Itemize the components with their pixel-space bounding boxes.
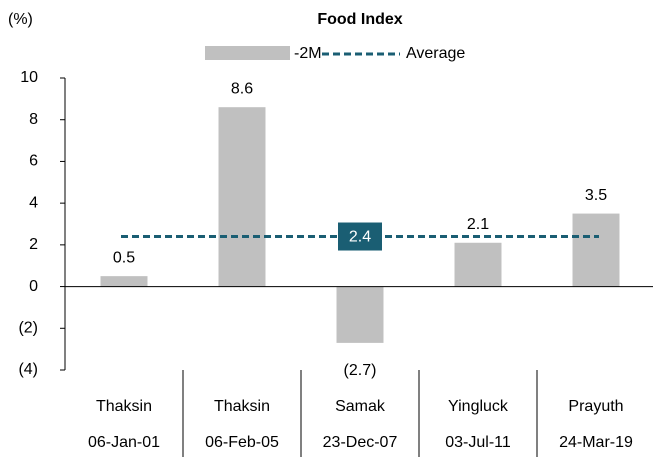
x-tick-label: Thaksin [96, 398, 152, 415]
x-tick-label: 06-Feb-05 [205, 434, 279, 451]
average-label-box [338, 222, 382, 251]
x-tick-label: 24-Mar-19 [559, 434, 633, 451]
data-label: 0.5 [113, 249, 135, 266]
legend-label: Average [406, 45, 465, 62]
bar [572, 213, 620, 287]
y-tick-label: (2) [18, 320, 38, 337]
y-tick-label: 6 [29, 153, 38, 170]
bar [218, 107, 266, 287]
y-tick-label: 8 [29, 111, 38, 128]
bar [100, 276, 148, 287]
y-tick-label: 4 [29, 194, 38, 211]
chart-title: Food Index [317, 11, 402, 28]
bar [454, 242, 502, 287]
x-tick-label: Yingluck [448, 398, 509, 415]
y-tick-label: 10 [20, 69, 38, 86]
bar [336, 286, 384, 343]
x-tick-label: Prayuth [568, 398, 623, 415]
data-label: 2.1 [467, 216, 489, 233]
legend-label: -2M [294, 45, 322, 62]
data-label: 8.6 [231, 80, 253, 97]
y-tick-label: 0 [29, 278, 38, 295]
average-label: 2.4 [349, 229, 371, 246]
x-tick-label: 06-Jan-01 [88, 434, 160, 451]
data-label: (2.7) [344, 362, 377, 379]
x-tick-label: Thaksin [214, 398, 270, 415]
x-tick-label: Samak [335, 398, 386, 415]
y-tick-label: (4) [18, 361, 38, 378]
x-tick-label: 03-Jul-11 [445, 434, 511, 451]
data-label: 3.5 [585, 187, 607, 204]
legend-swatch [205, 46, 290, 60]
y-tick-label: 2 [29, 236, 38, 253]
y-axis-label: (%) [8, 11, 33, 28]
x-tick-label: 23-Dec-07 [323, 434, 398, 451]
